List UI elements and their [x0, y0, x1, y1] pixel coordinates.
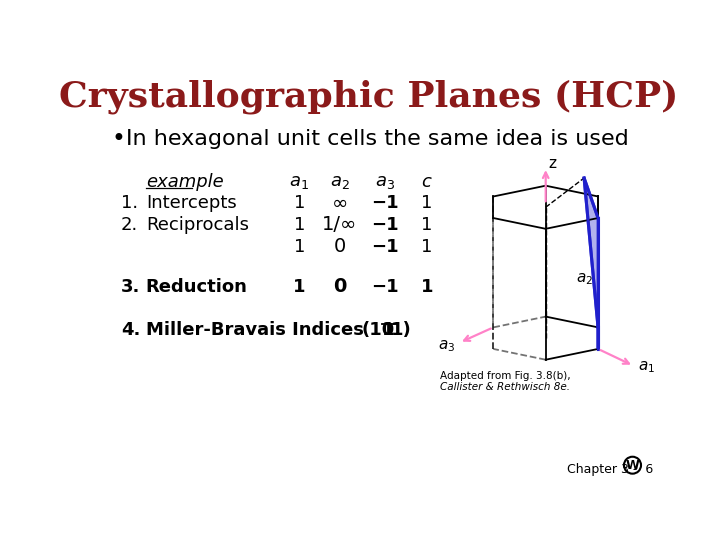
Text: 1: 1 — [421, 238, 433, 255]
Text: 0: 0 — [333, 237, 346, 256]
Text: $a_1$: $a_1$ — [638, 360, 654, 375]
Text: 1: 1 — [293, 278, 305, 295]
Text: Adapted from Fig. 3.8(b),: Adapted from Fig. 3.8(b), — [441, 372, 571, 381]
Text: Miller-Bravais Indices: Miller-Bravais Indices — [145, 321, 364, 340]
Text: (10: (10 — [361, 321, 395, 340]
Text: 1: 1 — [294, 194, 305, 212]
Text: In hexagonal unit cells the same idea is used: In hexagonal unit cells the same idea is… — [126, 130, 629, 150]
Polygon shape — [584, 178, 598, 349]
Text: W: W — [626, 458, 639, 472]
Text: $a_1$: $a_1$ — [289, 173, 309, 191]
Text: −1: −1 — [371, 194, 398, 212]
Text: 1/∞: 1/∞ — [322, 215, 357, 234]
Text: Intercepts: Intercepts — [145, 194, 237, 212]
Text: $a_3$: $a_3$ — [374, 173, 395, 191]
Text: z: z — [549, 156, 557, 171]
Text: Crystallographic Planes (HCP): Crystallographic Planes (HCP) — [59, 80, 679, 114]
Text: 1): 1) — [391, 321, 411, 340]
Text: 1: 1 — [421, 216, 433, 234]
Text: −1: −1 — [371, 216, 398, 234]
Text: −1: −1 — [371, 238, 398, 255]
Text: Reduction: Reduction — [145, 278, 248, 295]
Text: 1: 1 — [382, 321, 395, 340]
Text: •: • — [112, 127, 125, 152]
Text: 1: 1 — [421, 278, 433, 295]
Text: 3.: 3. — [121, 278, 140, 295]
Text: 1: 1 — [421, 194, 433, 212]
Text: example: example — [145, 173, 223, 191]
Text: 0: 0 — [333, 277, 346, 296]
Text: $a_3$: $a_3$ — [438, 339, 455, 354]
Text: ∞: ∞ — [331, 194, 348, 213]
Text: −1: −1 — [371, 278, 398, 295]
Text: $a_2$: $a_2$ — [330, 173, 349, 191]
Text: $a_2$: $a_2$ — [576, 271, 593, 287]
Text: 1: 1 — [294, 216, 305, 234]
Text: Chapter 3 -  6: Chapter 3 - 6 — [567, 463, 653, 476]
Text: 4.: 4. — [121, 321, 140, 340]
Text: 1: 1 — [294, 238, 305, 255]
Text: 1.: 1. — [121, 194, 138, 212]
Text: Callister & Rethwisch 8e.: Callister & Rethwisch 8e. — [441, 382, 570, 392]
Text: Reciprocals: Reciprocals — [145, 216, 249, 234]
Text: 2.: 2. — [121, 216, 138, 234]
Text: $c$: $c$ — [421, 173, 433, 191]
